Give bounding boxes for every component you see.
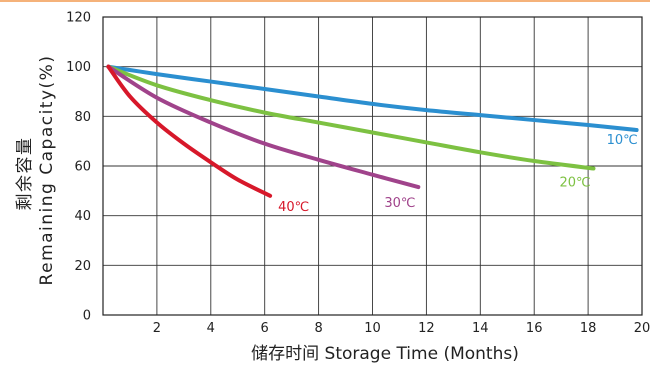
series-label: 20℃ xyxy=(559,175,590,190)
x-tick-label: 4 xyxy=(207,321,215,336)
series-label: 30℃ xyxy=(384,196,415,211)
y-tick-label: 40 xyxy=(74,209,91,224)
y-tick-label: 60 xyxy=(74,160,91,175)
y-axis-label-en: Remaining Capacity(%) xyxy=(37,55,57,286)
y-tick-label: 100 xyxy=(66,60,91,75)
x-axis-label: 储存时间 Storage Time (Months) xyxy=(251,344,519,364)
x-tick-label: 18 xyxy=(580,321,597,336)
y-tick-label: 20 xyxy=(74,259,91,274)
y-axis-label-cn: 剩余容量 xyxy=(15,136,35,210)
x-tick-label: 14 xyxy=(472,321,489,336)
y-axis-label: 剩余容量 Remaining Capacity(%) xyxy=(15,55,57,286)
series-label: 40℃ xyxy=(278,200,309,215)
y-tick-label: 0 xyxy=(83,309,91,324)
x-tick-label: 6 xyxy=(261,321,269,336)
x-tick-label: 20 xyxy=(634,321,650,336)
top-border xyxy=(0,0,650,2)
x-tick-label: 2 xyxy=(153,321,161,336)
series-line-20℃ xyxy=(106,64,596,171)
series-line-30℃ xyxy=(106,64,421,190)
y-tick-label: 120 xyxy=(66,11,91,26)
plot-frame xyxy=(102,16,643,316)
x-tick-label: 16 xyxy=(526,321,543,336)
series-line-40℃ xyxy=(106,64,273,198)
series-label: 10℃ xyxy=(607,133,638,148)
x-tick-label: 8 xyxy=(314,321,322,336)
x-tick-label: 10 xyxy=(364,321,381,336)
series-line-10℃ xyxy=(106,64,639,132)
y-tick-label: 80 xyxy=(74,110,91,125)
x-tick-label: 12 xyxy=(418,321,435,336)
